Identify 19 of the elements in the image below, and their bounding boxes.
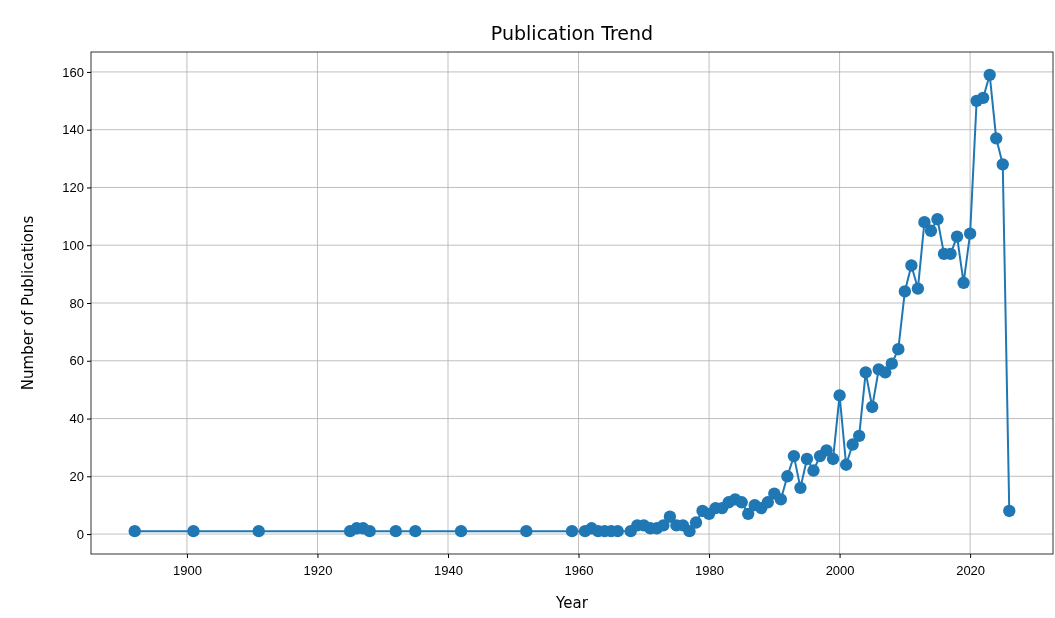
x-tick-label: 2000 [825,563,855,579]
x-tick-label: 1920 [303,563,333,579]
y-axis-title: Number of Publications [19,215,37,391]
y-tick-label: 100 [62,237,84,253]
x-tick-label: 1900 [172,563,202,579]
x-axis-title: Year [555,594,589,612]
x-tick-label: 1980 [695,563,725,579]
x-tick-label: 2020 [956,563,986,579]
x-tick-label: 1960 [564,563,594,579]
y-tick-label: 0 [76,526,84,542]
y-tick-label: 160 [62,64,84,80]
y-tick-label: 20 [69,468,84,484]
y-tick-label: 40 [69,411,84,427]
chart-title: Publication Trend [490,22,654,44]
y-tick-label: 60 [69,353,84,369]
y-tick-label: 120 [62,180,84,196]
y-tick-label: 80 [69,295,84,311]
x-tick-label: 1940 [434,563,463,579]
y-tick-label: 140 [62,122,84,138]
